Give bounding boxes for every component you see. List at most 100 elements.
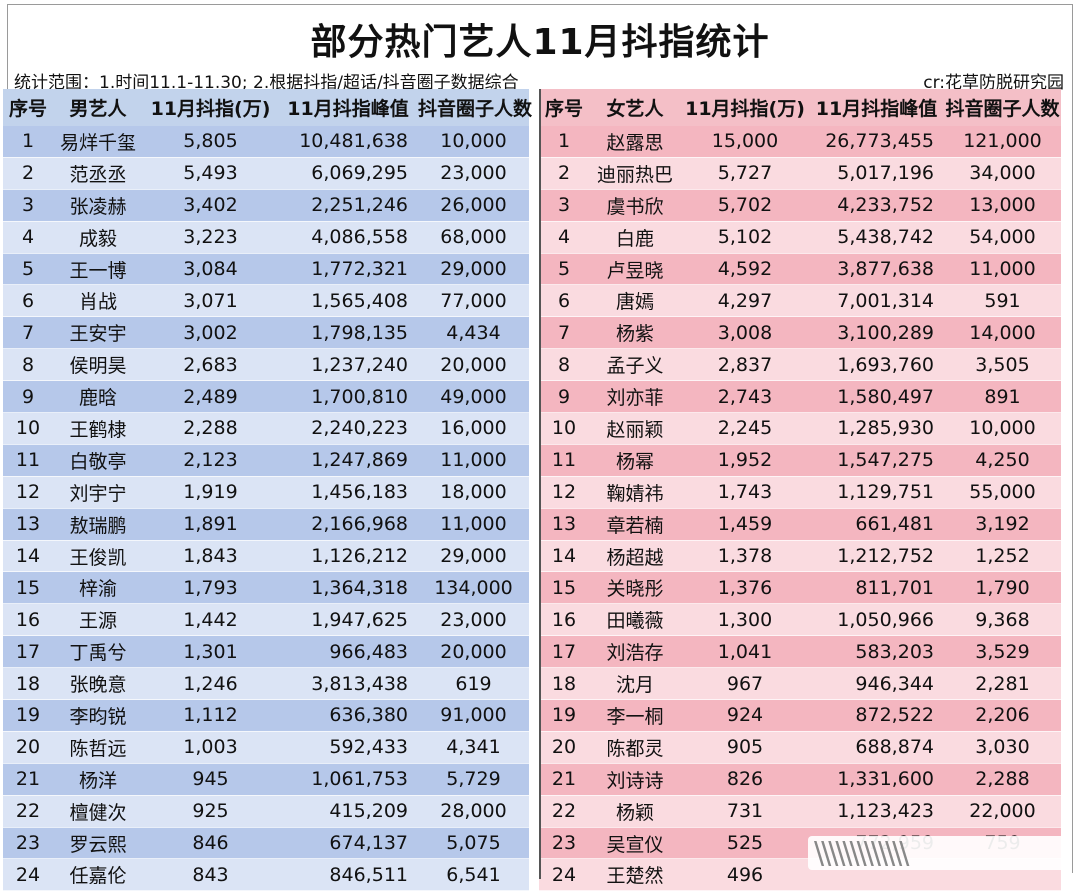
- male-table-cell: 4: [3, 221, 53, 254]
- female-table-cell: 26,773,455: [809, 126, 944, 158]
- male-table-cell: 6,069,295: [278, 157, 418, 190]
- female-table-row: 13 章若楠 1,459 661,481 3,192: [539, 508, 1061, 541]
- male-table-cell: 619: [418, 667, 529, 701]
- male-table-cell: 2,166,968: [278, 508, 418, 541]
- female-table-cell: 1,212,752: [809, 540, 944, 573]
- male-table-cell: 王一博: [53, 253, 143, 286]
- male-table-cell: 10,481,638: [278, 126, 418, 158]
- female-table-row: 4 白鹿 5,102 5,438,742 54,000: [539, 221, 1061, 254]
- female-table-row: 14 杨超越 1,378 1,212,752 1,252: [539, 540, 1061, 573]
- female-table-cell: 3,100,289: [809, 316, 944, 350]
- male-table-cell: 4,341: [418, 731, 529, 764]
- female-table-cell: 55,000: [944, 476, 1061, 509]
- female-table-cell: 5,702: [681, 189, 809, 222]
- male-table-row: 21 杨洋 945 1,061,753 5,729: [3, 763, 529, 796]
- male-table-cell: 24: [3, 858, 53, 891]
- male-table-cell: 26,000: [418, 189, 529, 222]
- female-table-cell: 3,008: [681, 316, 809, 350]
- male-table-cell: 范丞丞: [53, 157, 143, 190]
- female-table-cell: 872,522: [809, 699, 944, 732]
- female-table-cell: 6: [539, 284, 589, 318]
- male-table-cell: 白敬亭: [53, 444, 143, 477]
- female-table-cell: 11: [539, 444, 589, 477]
- female-table-row: 15 关晓彤 1,376 811,701 1,790: [539, 571, 1061, 605]
- male-table-cell: 1,793: [143, 571, 278, 605]
- male-table-cell: 16,000: [418, 412, 529, 445]
- male-table-cell: 592,433: [278, 731, 418, 764]
- male-table-cell: 18,000: [418, 476, 529, 509]
- male-table-row: 10 王鹤棣 2,288 2,240,223 16,000: [3, 412, 529, 445]
- male-table-cell: 29,000: [418, 253, 529, 286]
- female-table-cell: 1: [539, 126, 589, 158]
- male-table-cell: 敖瑞鹏: [53, 508, 143, 541]
- female-table-cell: 13,000: [944, 189, 1061, 222]
- table-divider: [539, 89, 541, 879]
- female-table-cell: 1,376: [681, 571, 809, 605]
- female-table-cell: 1,050,966: [809, 603, 944, 637]
- female-header-cell: 11月抖指(万): [681, 89, 809, 126]
- male-table-cell: 21: [3, 763, 53, 796]
- female-table-cell: 1,300: [681, 603, 809, 637]
- male-table-cell: 1,798,135: [278, 316, 418, 350]
- male-table-cell: 3,002: [143, 316, 278, 350]
- female-table-cell: 4,592: [681, 253, 809, 286]
- female-table-cell: 2,206: [944, 699, 1061, 732]
- male-table-cell: 6: [3, 284, 53, 318]
- male-table-row: 2 范丞丞 5,493 6,069,295 23,000: [3, 157, 529, 190]
- female-table-cell: 967: [681, 667, 809, 701]
- male-table-cell: 成毅: [53, 221, 143, 254]
- female-table-cell: 1,743: [681, 476, 809, 509]
- female-table-cell: 731: [681, 795, 809, 828]
- male-table-cell: 28,000: [418, 795, 529, 828]
- male-table-cell: 11,000: [418, 508, 529, 541]
- female-table-cell: 杨幂: [589, 444, 681, 477]
- male-table-cell: 22: [3, 795, 53, 828]
- male-table-cell: 1,843: [143, 540, 278, 573]
- credit-text: cr:花草防脱研究园: [923, 72, 1064, 93]
- female-table-cell: 迪丽热巴: [589, 157, 681, 190]
- male-table-cell: 16: [3, 603, 53, 637]
- female-table-cell: 5,727: [681, 157, 809, 190]
- female-table-cell: 15,000: [681, 126, 809, 158]
- male-table-cell: 1,003: [143, 731, 278, 764]
- male-table-cell: 侯明昊: [53, 348, 143, 382]
- female-table-cell: 9: [539, 380, 589, 414]
- male-table-cell: 3,402: [143, 189, 278, 222]
- female-table-cell: 鞠婧祎: [589, 476, 681, 509]
- male-table-cell: 2,240,223: [278, 412, 418, 445]
- female-table-cell: 1,547,275: [809, 444, 944, 477]
- female-table-cell: 刘浩存: [589, 635, 681, 669]
- watermark-overlay: \\\\\\\\\\\\\: [808, 835, 1070, 871]
- male-table-cell: 68,000: [418, 221, 529, 254]
- female-table-cell: 1,459: [681, 508, 809, 541]
- female-table-cell: 5,102: [681, 221, 809, 254]
- watermark-glyphs: \\\\\\\\\\\\\: [814, 835, 909, 871]
- male-table-cell: 5,075: [418, 827, 529, 860]
- male-table-cell: 檀健次: [53, 795, 143, 828]
- female-table-cell: 12: [539, 476, 589, 509]
- male-table-cell: 1: [3, 126, 53, 158]
- female-table-cell: 杨紫: [589, 316, 681, 350]
- male-table-row: 17 丁禹兮 1,301 966,483 20,000: [3, 635, 529, 669]
- female-table-header: 序号 女艺人 11月抖指(万) 11月抖指峰值 抖音圈子人数: [539, 89, 1061, 126]
- female-table-cell: 刘诗诗: [589, 763, 681, 796]
- male-table-cell: 2,683: [143, 348, 278, 382]
- female-table-cell: 1,331,600: [809, 763, 944, 796]
- female-table-cell: 811,701: [809, 571, 944, 605]
- male-table-cell: 846: [143, 827, 278, 860]
- female-table-row: 7 杨紫 3,008 3,100,289 14,000: [539, 316, 1061, 350]
- male-header-cell: 抖音圈子人数: [418, 89, 532, 126]
- male-table-cell: 4,086,558: [278, 221, 418, 254]
- male-table-row: 20 陈哲远 1,003 592,433 4,341: [3, 731, 529, 764]
- subtitle-row: 统计范围：1.时间11.1-11.30; 2.根据抖指/超话/抖音圈子数据综合 …: [14, 67, 1064, 93]
- female-table-cell: 15: [539, 571, 589, 605]
- male-table-cell: 1,442: [143, 603, 278, 637]
- male-table-cell: 1,700,810: [278, 380, 418, 414]
- female-table-row: 8 孟子义 2,837 1,693,760 3,505: [539, 348, 1061, 382]
- female-table-cell: 905: [681, 731, 809, 764]
- female-table-row: 6 唐嫣 4,297 7,001,314 591: [539, 284, 1061, 318]
- male-table-cell: 23: [3, 827, 53, 860]
- male-table-cell: 王鹤棣: [53, 412, 143, 445]
- female-table-cell: 白鹿: [589, 221, 681, 254]
- female-table-cell: 章若楠: [589, 508, 681, 541]
